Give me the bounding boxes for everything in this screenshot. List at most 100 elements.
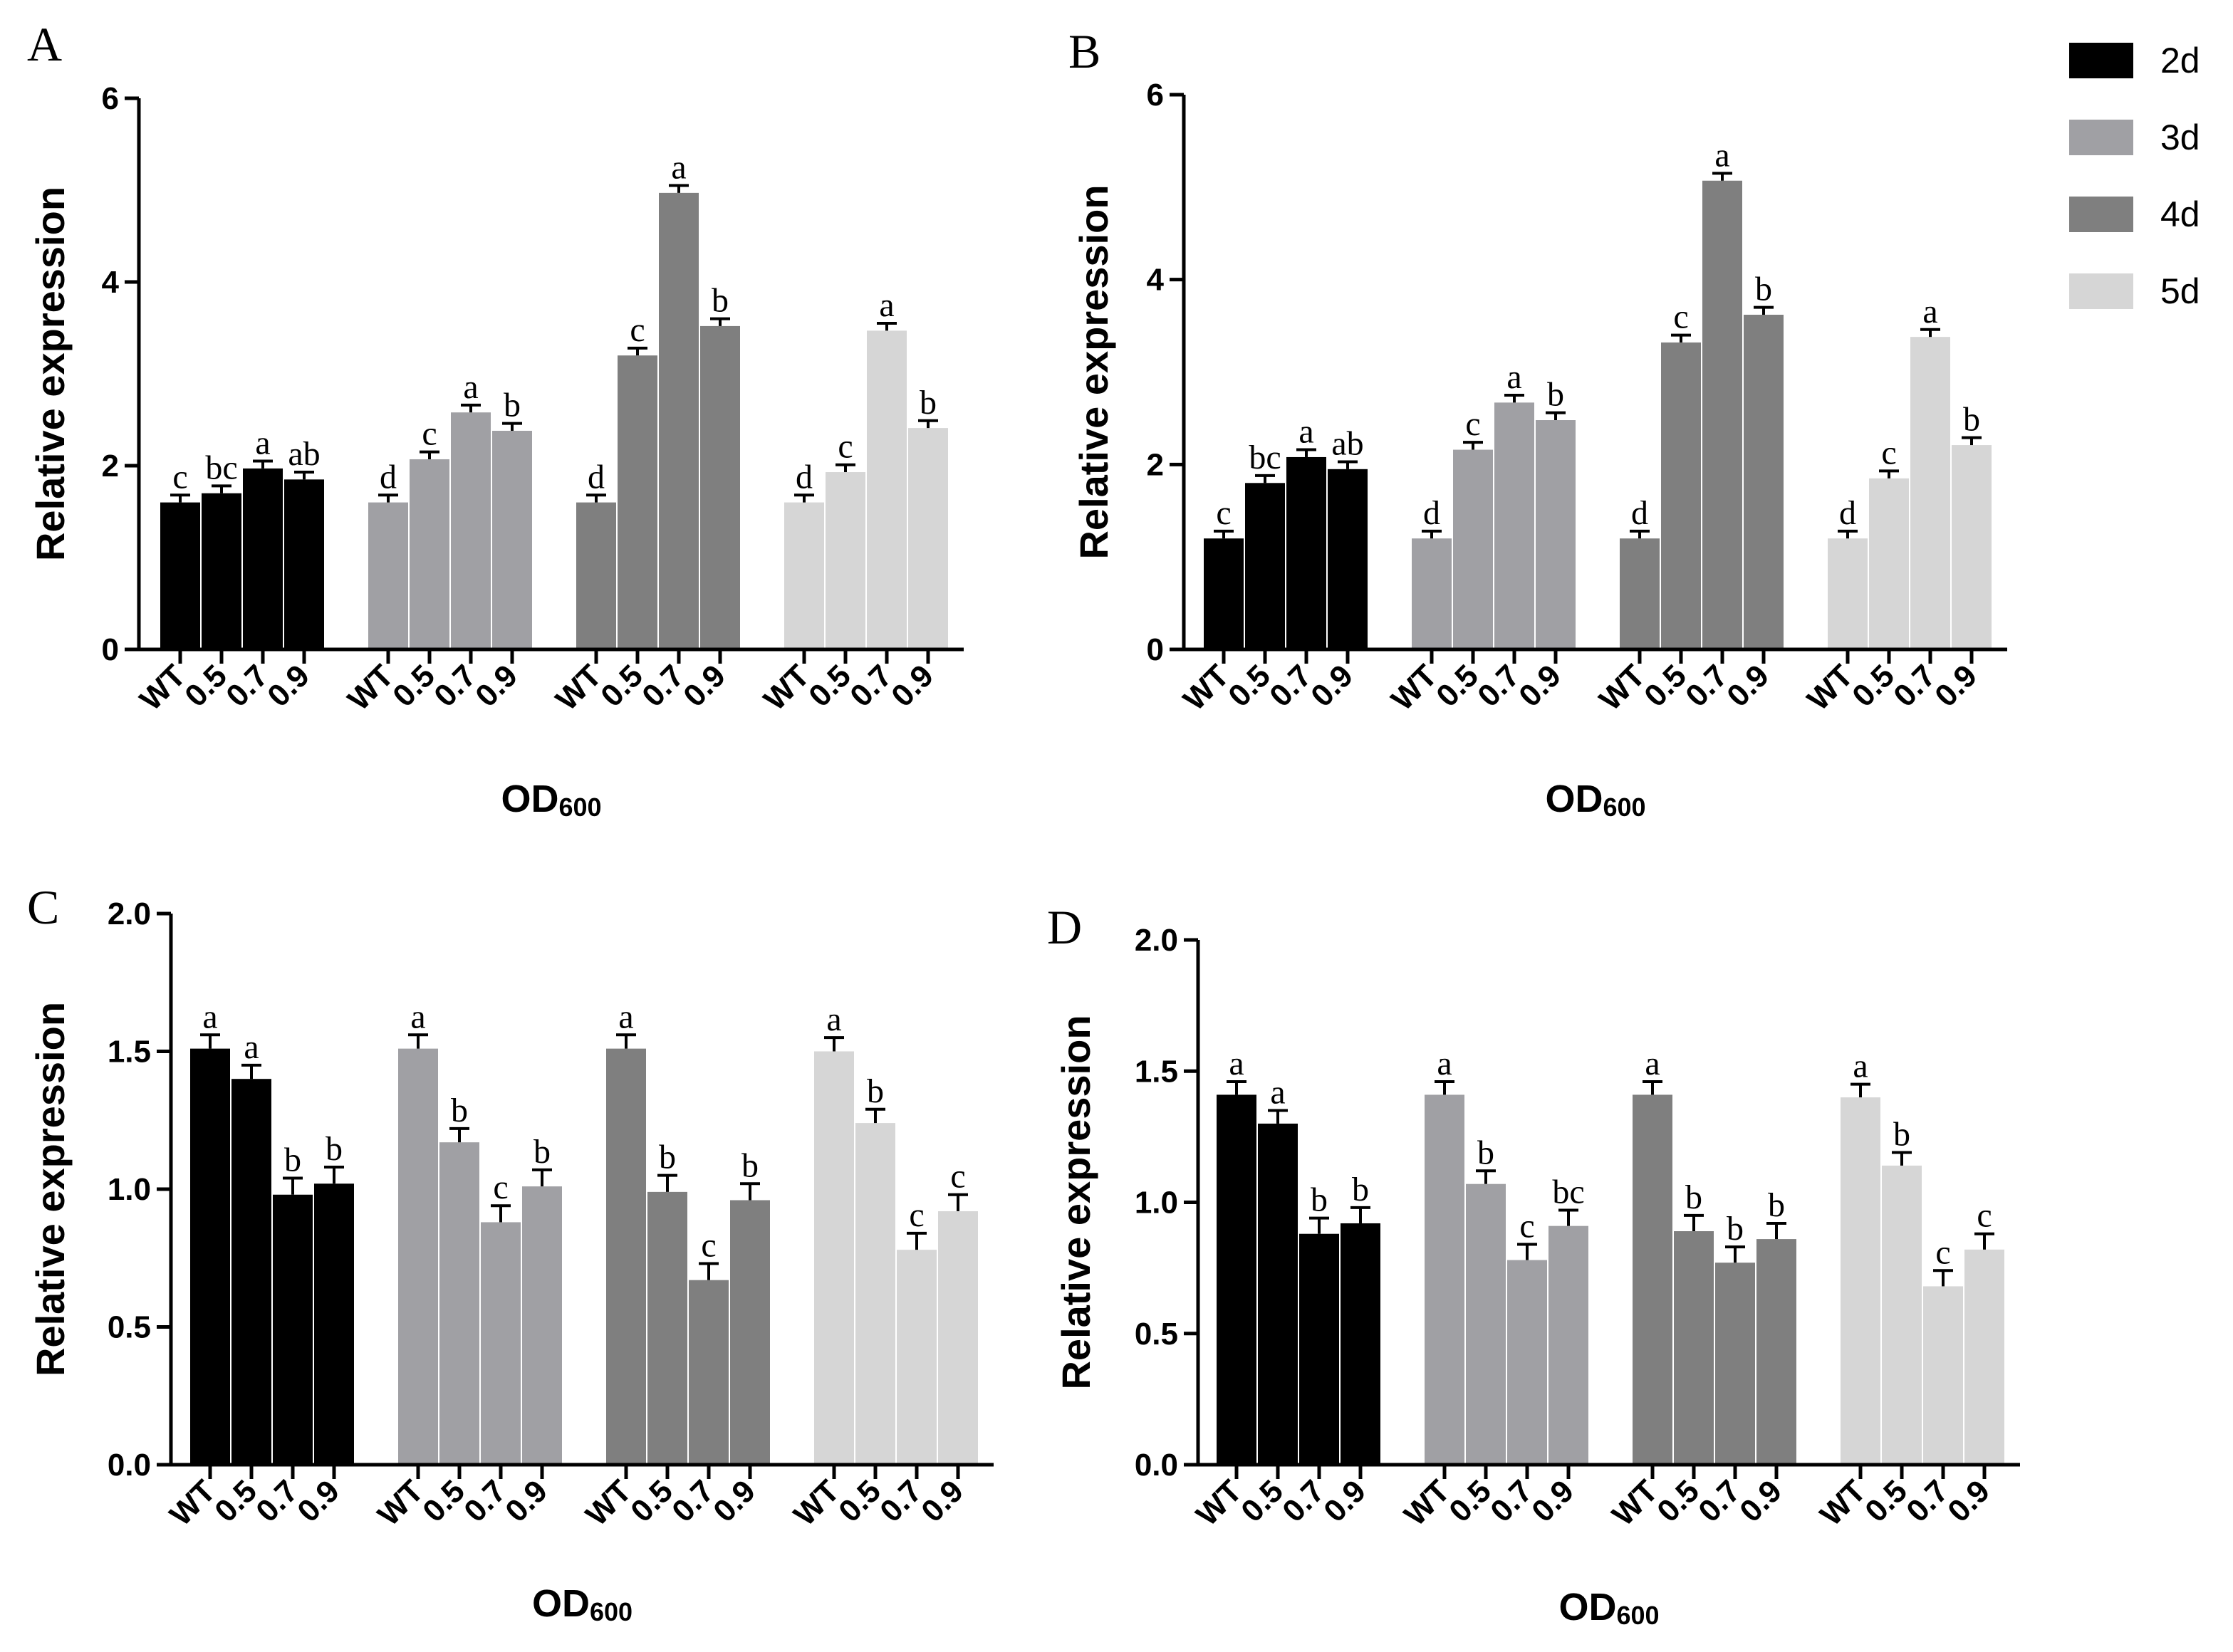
- y-tick-label: 6: [1147, 78, 1164, 113]
- bar: [855, 1123, 895, 1465]
- bar: [1286, 456, 1326, 649]
- bar: [1952, 445, 1992, 649]
- significance-letter: b: [1768, 1186, 1785, 1224]
- panel-letter: D: [1047, 900, 1082, 954]
- significance-letter: a: [463, 368, 478, 406]
- bar: [1425, 1094, 1464, 1465]
- legend-item-3d: 3d: [2069, 117, 2200, 157]
- significance-letter: c: [701, 1226, 716, 1264]
- significance-letter: c: [909, 1196, 924, 1234]
- significance-letter: c: [950, 1158, 965, 1196]
- significance-letter: a: [202, 998, 217, 1035]
- significance-letter: a: [1229, 1045, 1244, 1082]
- significance-letter: b: [659, 1139, 676, 1176]
- bar: [1466, 1183, 1506, 1465]
- significance-letter: b: [1352, 1171, 1369, 1208]
- bar: [522, 1186, 562, 1465]
- y-tick-label: 2.0: [1135, 923, 1178, 958]
- y-axis-title: Relative expression: [1071, 184, 1116, 559]
- bar: [618, 355, 657, 649]
- significance-letter: b: [867, 1072, 884, 1110]
- legend-item-4d: 4d: [2069, 194, 2200, 234]
- bar: [938, 1211, 978, 1465]
- x-axis-title-sub: 600: [590, 1597, 633, 1626]
- bar: [368, 502, 408, 649]
- bar: [284, 479, 324, 649]
- bar: [410, 459, 449, 649]
- y-tick-label: 0.0: [1135, 1448, 1178, 1483]
- significance-letter: a: [1922, 293, 1937, 330]
- bar: [659, 192, 699, 649]
- bar: [398, 1048, 438, 1465]
- y-tick-label: 4: [102, 265, 120, 300]
- significance-letter: a: [1853, 1047, 1868, 1085]
- significance-letter: b: [1477, 1134, 1494, 1171]
- significance-letter: a: [410, 998, 425, 1035]
- significance-letter: d: [1423, 494, 1440, 532]
- bar: [576, 502, 616, 649]
- significance-letter: d: [380, 458, 397, 496]
- bar: [1702, 180, 1742, 649]
- significance-letter: b: [1311, 1181, 1328, 1219]
- x-tick-label: 0.9: [1304, 658, 1360, 713]
- legend-item-5d: 5d: [2069, 271, 2200, 311]
- y-tick-label: 1.0: [108, 1172, 151, 1207]
- bar: [231, 1079, 271, 1465]
- significance-letter: b: [1893, 1115, 1910, 1153]
- significance-letter: a: [879, 286, 894, 324]
- significance-letter: c: [1216, 494, 1231, 532]
- x-tick-label: 0.9: [261, 658, 316, 713]
- significance-letter: b: [741, 1146, 759, 1184]
- significance-letter: b: [1685, 1178, 1702, 1216]
- significance-letter: b: [712, 282, 729, 320]
- bar: [784, 502, 824, 649]
- legend-swatch: [2069, 120, 2133, 155]
- bar: [243, 468, 283, 649]
- bar: [1453, 449, 1493, 649]
- bar: [1715, 1262, 1755, 1465]
- bar: [451, 412, 491, 649]
- significance-letter: a: [618, 998, 633, 1035]
- significance-letter: d: [1631, 494, 1648, 532]
- bar: [1245, 483, 1285, 649]
- y-tick-label: 2: [102, 449, 119, 483]
- significance-letter: b: [1547, 376, 1564, 414]
- x-tick-label: 0.9: [469, 658, 524, 713]
- bar: [700, 325, 740, 649]
- y-tick-label: 0.5: [1135, 1317, 1178, 1352]
- x-tick-label: 0.9: [499, 1473, 554, 1529]
- bar: [1204, 538, 1244, 649]
- significance-letter: b: [533, 1133, 551, 1171]
- significance-letter: c: [1673, 298, 1688, 336]
- bar: [1756, 1239, 1796, 1465]
- legend-label: 3d: [2160, 117, 2200, 157]
- bar: [1258, 1123, 1298, 1465]
- significance-letter: a: [1645, 1045, 1660, 1082]
- bar: [160, 502, 200, 649]
- legend-label: 4d: [2160, 194, 2200, 234]
- significance-letter: bc: [1249, 439, 1281, 476]
- x-tick-label: 0.9: [1941, 1473, 1997, 1529]
- panel-letter: C: [27, 880, 59, 934]
- bar: [1882, 1165, 1922, 1465]
- significance-letter: a: [1437, 1045, 1452, 1082]
- y-axis-title: Relative expression: [1053, 1015, 1098, 1389]
- bar: [1828, 538, 1868, 649]
- bar: [1548, 1225, 1588, 1465]
- bar: [647, 1191, 687, 1465]
- bar: [689, 1280, 729, 1465]
- bar: [606, 1048, 646, 1465]
- significance-letter: c: [1465, 405, 1480, 443]
- significance-letter: a: [1298, 413, 1313, 451]
